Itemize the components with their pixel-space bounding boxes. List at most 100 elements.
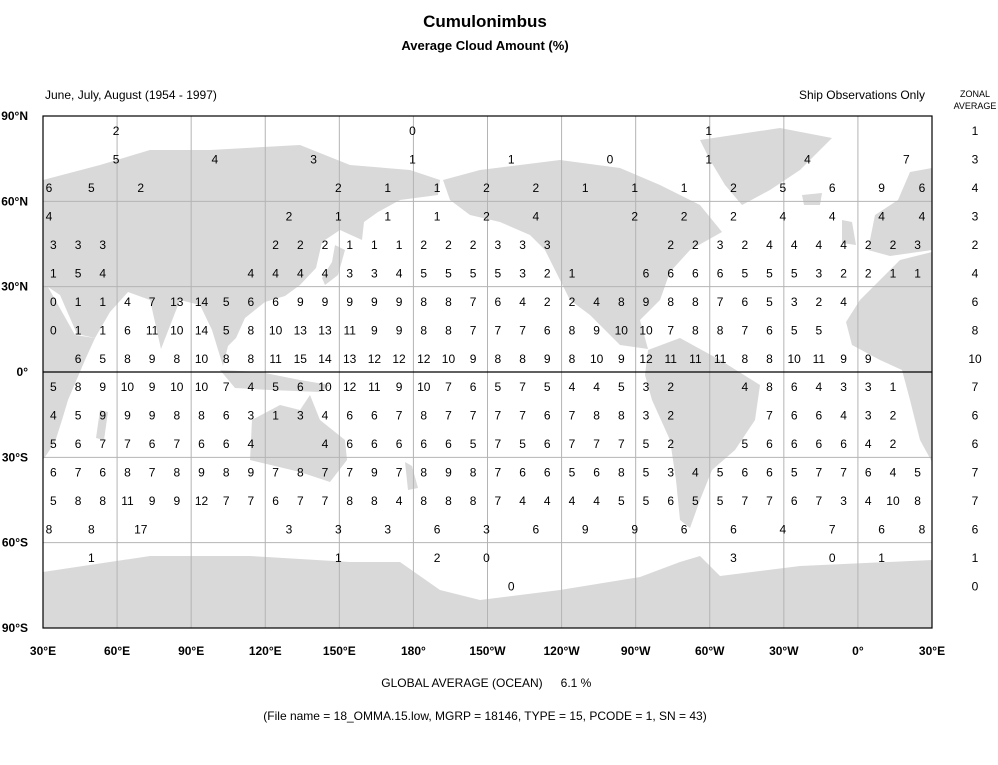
cell-value: 3 (248, 409, 255, 423)
cell-value: 9 (322, 295, 329, 309)
cell-value: 9 (371, 323, 378, 337)
cell-value: 8 (420, 494, 427, 508)
longitude-tick-label: 30°E (30, 644, 56, 658)
cell-value: 6 (544, 409, 551, 423)
cell-value: 7 (223, 380, 230, 394)
cell-value: 7 (829, 522, 836, 536)
cell-value: 3 (730, 551, 737, 565)
cell-value: 5 (779, 181, 786, 195)
cell-value: 8 (124, 466, 131, 480)
cell-value: 3 (519, 238, 526, 252)
cell-value: 9 (396, 380, 403, 394)
cell-value: 12 (343, 380, 357, 394)
cell-value: 1 (914, 266, 921, 280)
cell-value: 8 (420, 295, 427, 309)
cell-value: 7 (396, 466, 403, 480)
cell-value: 2 (730, 181, 737, 195)
cell-value: 1 (582, 181, 589, 195)
cell-value: 9 (643, 295, 650, 309)
cell-value: 15 (294, 352, 308, 366)
zonal-average-value: 7 (972, 494, 979, 508)
cell-value: 7 (470, 323, 477, 337)
cell-value: 4 (322, 437, 329, 451)
cell-value: 2 (533, 181, 540, 195)
cell-value: 2 (631, 210, 638, 224)
cell-value: 5 (643, 494, 650, 508)
cell-value: 4 (919, 210, 926, 224)
cell-value: 5 (495, 380, 502, 394)
cell-value: 4 (593, 380, 600, 394)
cell-value: 4 (741, 380, 748, 394)
cell-value: 11 (664, 352, 677, 366)
cell-value: 8 (75, 380, 82, 394)
cell-value: 1 (384, 181, 391, 195)
cell-value: 4 (50, 409, 57, 423)
cell-value: 5 (618, 380, 625, 394)
cell-value: 8 (919, 522, 926, 536)
cell-value: 8 (618, 409, 625, 423)
cell-value: 6 (766, 323, 773, 337)
zonal-average-value: 6 (972, 437, 979, 451)
cell-value: 8 (766, 380, 773, 394)
cell-value: 10 (170, 380, 184, 394)
cell-value: 7 (223, 494, 230, 508)
cell-value: 5 (223, 295, 230, 309)
cell-value: 5 (741, 437, 748, 451)
cell-value: 5 (643, 466, 650, 480)
cell-value: 3 (840, 494, 847, 508)
cell-value: 6 (741, 466, 748, 480)
cell-value: 9 (173, 494, 180, 508)
longitude-tick-label: 90°E (178, 644, 204, 658)
cell-value: 5 (113, 153, 120, 167)
cell-value: 2 (483, 181, 490, 195)
cell-value: 3 (99, 238, 106, 252)
cell-value: 2 (286, 210, 293, 224)
cell-value: 8 (371, 494, 378, 508)
zonal-average-value: 2 (972, 238, 979, 252)
cell-value: 2 (890, 409, 897, 423)
cell-value: 2 (816, 295, 823, 309)
cell-value: 6 (272, 494, 279, 508)
zonal-average-value: 10 (968, 352, 982, 366)
cell-value: 0 (483, 551, 490, 565)
cell-value: 8 (519, 352, 526, 366)
cell-value: 6 (198, 437, 205, 451)
cell-value: 1 (434, 181, 441, 195)
cell-value: 6 (519, 466, 526, 480)
cell-value: 7 (470, 295, 477, 309)
cell-value: 7 (495, 437, 502, 451)
cell-value: 10 (788, 352, 802, 366)
cell-value: 6 (346, 409, 353, 423)
cell-value: 9 (878, 181, 885, 195)
zonal-header-line2: AVERAGE (954, 101, 997, 111)
cell-value: 11 (714, 352, 727, 366)
cell-value: 5 (618, 494, 625, 508)
cell-value: 7 (272, 466, 279, 480)
cell-value: 9 (865, 352, 872, 366)
cell-value: 9 (99, 380, 106, 394)
cell-value: 11 (121, 494, 134, 508)
cell-value: 8 (914, 494, 921, 508)
cell-value: 0 (829, 551, 836, 565)
cell-value: 3 (384, 522, 391, 536)
cell-value: 6 (470, 380, 477, 394)
cell-value: 8 (88, 522, 95, 536)
cell-value: 4 (766, 238, 773, 252)
cell-value: 4 (829, 210, 836, 224)
cell-value: 1 (335, 551, 342, 565)
cell-value: 5 (717, 466, 724, 480)
cell-value: 8 (173, 409, 180, 423)
period-label: June, July, August (1954 - 1997) (45, 88, 217, 102)
cell-value: 5 (75, 409, 82, 423)
cell-value: 0 (607, 153, 614, 167)
cell-value: 9 (470, 352, 477, 366)
cell-value: 3 (50, 238, 57, 252)
cell-value: 8 (124, 352, 131, 366)
cell-value: 6 (445, 437, 452, 451)
cell-value: 2 (890, 437, 897, 451)
cell-value: 5 (643, 437, 650, 451)
cell-value: 9 (582, 522, 589, 536)
cell-value: 6 (124, 323, 131, 337)
file-info: (File name = 18_OMMA.15.low, MGRP = 1814… (263, 709, 706, 723)
cell-value: 9 (840, 352, 847, 366)
